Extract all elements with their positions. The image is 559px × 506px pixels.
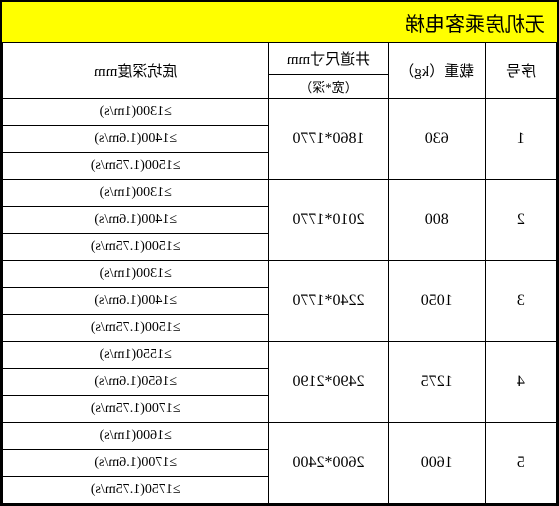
cell-load: 800 bbox=[388, 180, 485, 261]
cell-shaft: 2010*1770 bbox=[269, 180, 388, 261]
title-bar: 无机房乘客电梯 bbox=[0, 0, 559, 42]
cell-pit: ≥1300(1m/s) bbox=[3, 261, 269, 288]
cell-shaft: 2240*1770 bbox=[269, 261, 388, 342]
cell-pit: ≥1400(1.6m/s) bbox=[3, 288, 269, 315]
cell-shaft: 2600*2400 bbox=[269, 423, 388, 504]
spec-table: 序号 载重（kg） 井道尺寸mm 底坑深度mm （宽*深） 16301860*1… bbox=[2, 42, 557, 504]
cell-load: 630 bbox=[388, 99, 485, 180]
table-row: 28002010*1770≥1300(1m/s) bbox=[3, 180, 557, 207]
cell-pit: ≥1600(1m/s) bbox=[3, 423, 269, 450]
header-seq: 序号 bbox=[485, 43, 556, 99]
header-shaft: 井道尺寸mm bbox=[269, 43, 388, 75]
page-title: 无机房乘客电梯 bbox=[405, 8, 545, 37]
cell-pit: ≥1700(1.6m/s) bbox=[3, 450, 269, 477]
header-load: 载重（kg） bbox=[388, 43, 485, 99]
header-row: 序号 载重（kg） 井道尺寸mm 底坑深度mm bbox=[3, 43, 557, 75]
header-shaft-sub: （宽*深） bbox=[269, 75, 388, 99]
cell-pit: ≥1500(1.75m/s) bbox=[3, 153, 269, 180]
cell-shaft: 1860*1770 bbox=[269, 99, 388, 180]
table-row: 310502240*1770≥1300(1m/s) bbox=[3, 261, 557, 288]
cell-seq: 1 bbox=[485, 99, 556, 180]
cell-seq: 4 bbox=[485, 342, 556, 423]
cell-pit: ≥1500(1.75m/s) bbox=[3, 234, 269, 261]
table-container: 序号 载重（kg） 井道尺寸mm 底坑深度mm （宽*深） 16301860*1… bbox=[0, 42, 559, 506]
cell-load: 1275 bbox=[388, 342, 485, 423]
table-body: 16301860*1770≥1300(1m/s)≥1400(1.6m/s)≥15… bbox=[3, 99, 557, 504]
cell-pit: ≥1400(1.6m/s) bbox=[3, 207, 269, 234]
cell-pit: ≥1500(1.75m/s) bbox=[3, 315, 269, 342]
cell-seq: 3 bbox=[485, 261, 556, 342]
cell-pit: ≥1650(1.6m/s) bbox=[3, 369, 269, 396]
cell-load: 1050 bbox=[388, 261, 485, 342]
cell-pit: ≥1400(1.6m/s) bbox=[3, 126, 269, 153]
cell-pit: ≥1700(1.75m/s) bbox=[3, 396, 269, 423]
cell-load: 1600 bbox=[388, 423, 485, 504]
cell-pit: ≥1550(1m/s) bbox=[3, 342, 269, 369]
header-pit: 底坑深度mm bbox=[3, 43, 269, 99]
cell-pit: ≥1750(1.75m/s) bbox=[3, 477, 269, 504]
cell-seq: 2 bbox=[485, 180, 556, 261]
table-row: 16301860*1770≥1300(1m/s) bbox=[3, 99, 557, 126]
cell-seq: 5 bbox=[485, 423, 556, 504]
table-row: 516002600*2400≥1600(1m/s) bbox=[3, 423, 557, 450]
cell-shaft: 2490*2190 bbox=[269, 342, 388, 423]
cell-pit: ≥1300(1m/s) bbox=[3, 99, 269, 126]
cell-pit: ≥1300(1m/s) bbox=[3, 180, 269, 207]
table-row: 412752490*2190≥1550(1m/s) bbox=[3, 342, 557, 369]
